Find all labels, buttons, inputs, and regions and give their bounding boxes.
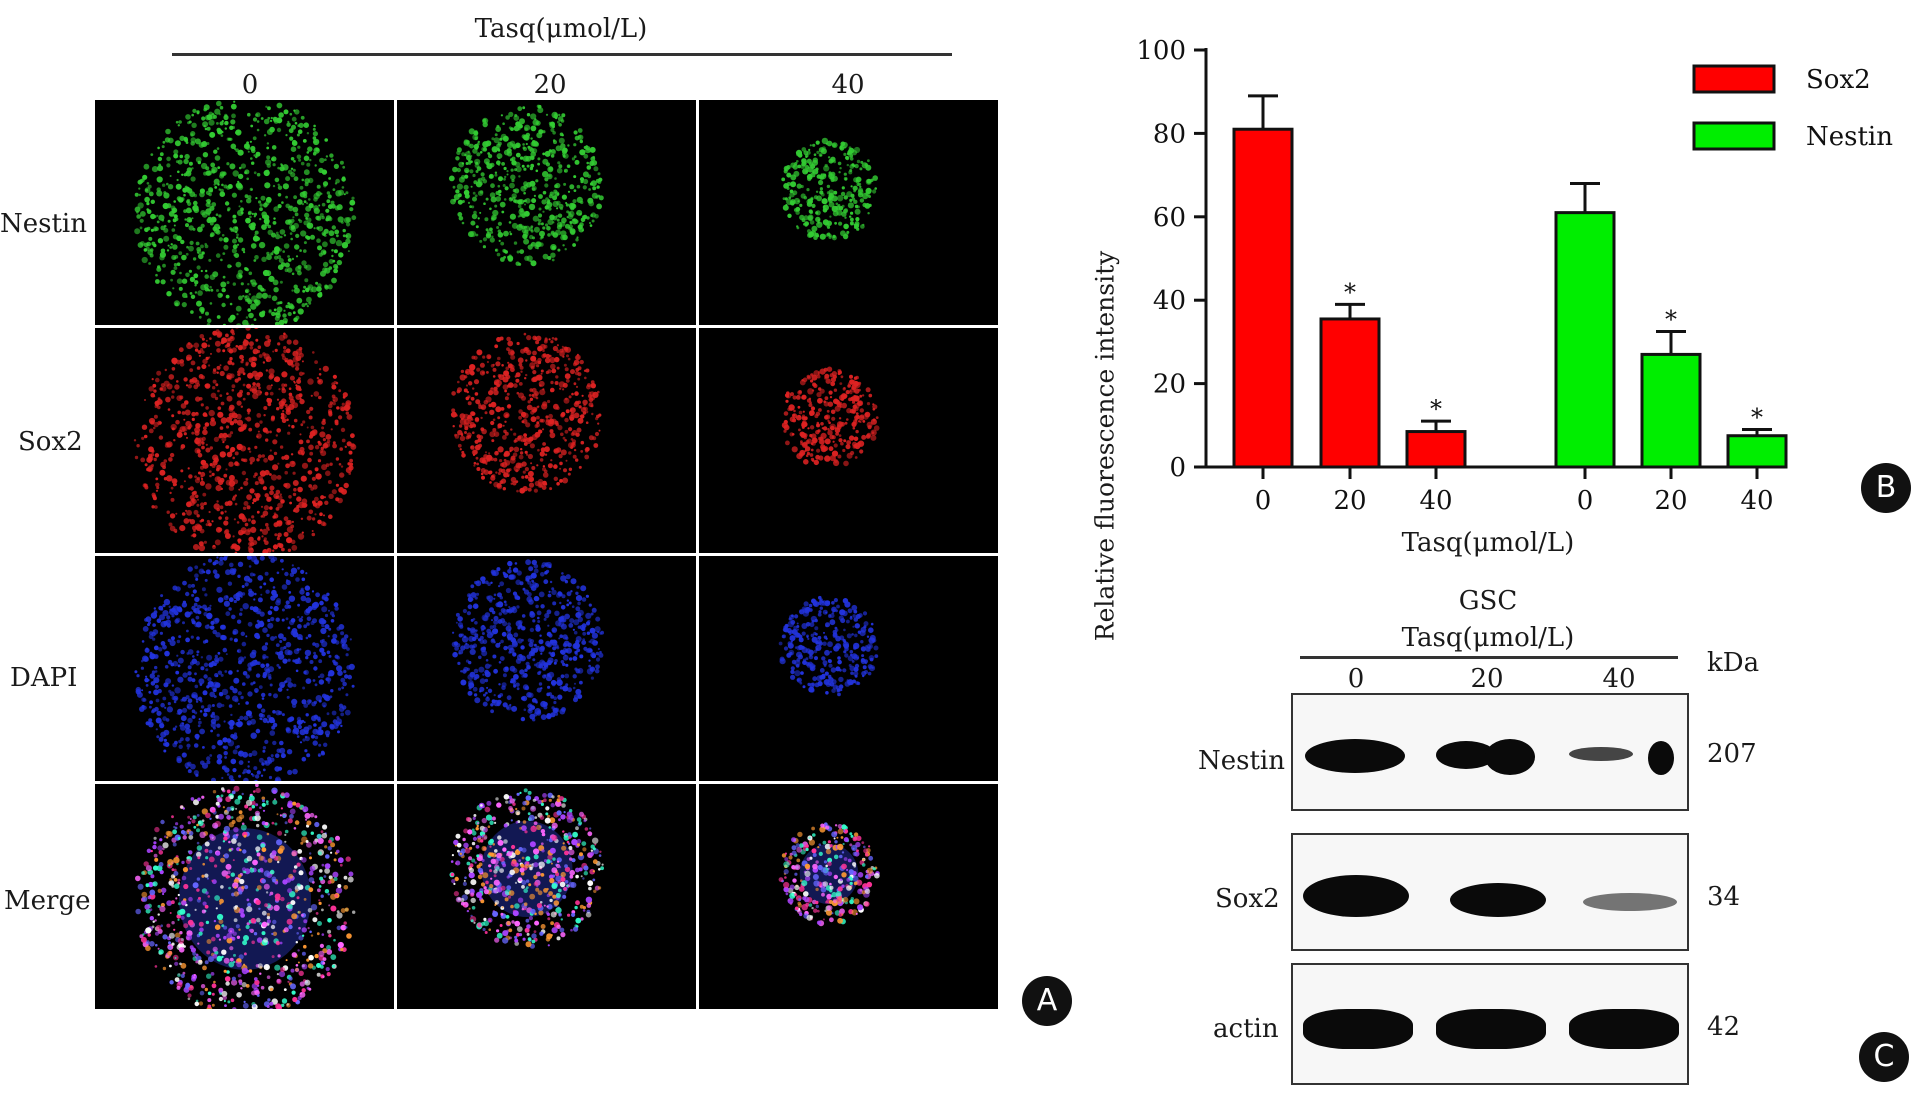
y-tick-label-60: 60	[1153, 203, 1186, 233]
micrograph-grid	[95, 100, 1007, 1012]
chart-y-axis-label: Relative fluorescence intensity	[1090, 250, 1120, 642]
micrograph-nestin-40	[699, 100, 998, 325]
bar-nestin-40	[1726, 434, 1788, 469]
blot-sox2	[1291, 833, 1689, 951]
x-tick-label-sox2-20: 20	[1333, 486, 1366, 516]
x-tick-label-nestin-20: 20	[1654, 486, 1687, 516]
micrograph-merge-20	[397, 784, 696, 1009]
panel-a-header-title: Tasq(μmol/L)	[474, 14, 648, 44]
bar-nestin-0	[1554, 211, 1616, 469]
panel-a-row-dapi: DAPI	[10, 663, 78, 693]
blot-kda-actin: 42	[1707, 1012, 1741, 1042]
y-tick-label-0: 0	[1169, 453, 1186, 483]
band-actin-20	[1436, 1009, 1546, 1049]
micrograph-dapi-20	[397, 556, 696, 781]
band-nestin-20b	[1485, 739, 1535, 775]
micrograph-sox2-0	[95, 328, 394, 553]
legend-label-nestin: Nestin	[1806, 122, 1893, 152]
panel-a-row-nestin: Nestin	[0, 209, 87, 239]
band-nestin-40b	[1648, 741, 1674, 775]
x-tick-label-sox2-0: 0	[1255, 486, 1272, 516]
panel-a-row-merge: Merge	[4, 886, 91, 916]
blot-kda-nestin: 207	[1707, 739, 1757, 769]
bar-nestin-20	[1640, 352, 1702, 469]
x-tick-label-nestin-0: 0	[1577, 486, 1594, 516]
blot-label-sox2: Sox2	[1215, 884, 1280, 914]
panel-a-col-40: 40	[831, 70, 865, 100]
significance-nestin-20: *	[1665, 305, 1677, 333]
blot-header-line	[1300, 656, 1678, 659]
band-nestin-0	[1305, 739, 1405, 773]
band-sox2-40	[1583, 893, 1677, 911]
micrograph-dapi-0	[95, 556, 394, 781]
panel-badge-b: B	[1861, 463, 1911, 513]
chart-bars: * * * *	[1232, 94, 1788, 469]
blot-label-nestin: Nestin	[1198, 746, 1285, 776]
micrograph-nestin-20	[397, 100, 696, 325]
blot-label-actin: actin	[1213, 1014, 1279, 1044]
micrograph-nestin-0	[95, 100, 394, 325]
blot-col-40: 40	[1602, 664, 1636, 694]
significance-sox2-40: *	[1430, 395, 1442, 423]
y-tick-label-100: 100	[1136, 36, 1186, 66]
x-tick-label-sox2-40: 40	[1419, 486, 1452, 516]
blot-actin	[1291, 963, 1689, 1085]
blot-col-0: 0	[1347, 664, 1365, 694]
legend-swatch-sox2	[1692, 64, 1776, 94]
significance-nestin-40: *	[1751, 403, 1763, 431]
panel-badge-c: C	[1859, 1032, 1909, 1082]
chart-x-axis-label: Tasq(μmol/L)	[1401, 528, 1575, 558]
blot-title-tasq: Tasq(μmol/L)	[1401, 623, 1575, 653]
blot-unit-kda: kDa	[1707, 648, 1760, 678]
micrograph-sox2-40	[699, 328, 998, 553]
blot-title-gsc: GSC	[1458, 586, 1518, 616]
bar-sox2-20	[1319, 317, 1381, 469]
panel-a-col-20: 20	[533, 70, 567, 100]
blot-nestin	[1291, 693, 1689, 811]
legend-label-sox2: Sox2	[1806, 65, 1871, 95]
chart-axes: 0 20 40 60 80 100 0 20 40 0 20 40	[1136, 36, 1773, 516]
y-tick-label-40: 40	[1153, 286, 1186, 316]
y-tick-label-80: 80	[1153, 119, 1186, 149]
legend-swatch-nestin	[1692, 121, 1776, 151]
y-tick-label-20: 20	[1153, 370, 1186, 400]
band-nestin-40a	[1569, 747, 1633, 761]
panel-a-row-sox2: Sox2	[18, 427, 83, 457]
micrograph-dapi-40	[699, 556, 998, 781]
band-actin-40	[1569, 1009, 1679, 1049]
micrograph-merge-40	[699, 784, 998, 1009]
bar-sox2-40	[1405, 430, 1467, 469]
x-tick-label-nestin-40: 40	[1740, 486, 1773, 516]
band-sox2-0	[1303, 875, 1409, 917]
band-actin-0	[1303, 1009, 1413, 1049]
bar-chart: 0 20 40 60 80 100 0 20 40 0 20 40 * * * * Sox2 Nestin	[1136, 36, 1893, 516]
band-sox2-20	[1450, 883, 1546, 917]
bar-sox2-0	[1232, 127, 1294, 469]
panel-badge-a: A	[1022, 976, 1072, 1026]
chart-legend: Sox2 Nestin	[1692, 64, 1893, 152]
blot-kda-sox2: 34	[1707, 882, 1741, 912]
significance-sox2-20: *	[1344, 278, 1356, 306]
micrograph-merge-0	[95, 784, 394, 1009]
blot-col-20: 20	[1470, 664, 1504, 694]
panel-a-header-line	[172, 53, 952, 56]
panel-a-col-0: 0	[241, 70, 259, 100]
micrograph-sox2-20	[397, 328, 696, 553]
